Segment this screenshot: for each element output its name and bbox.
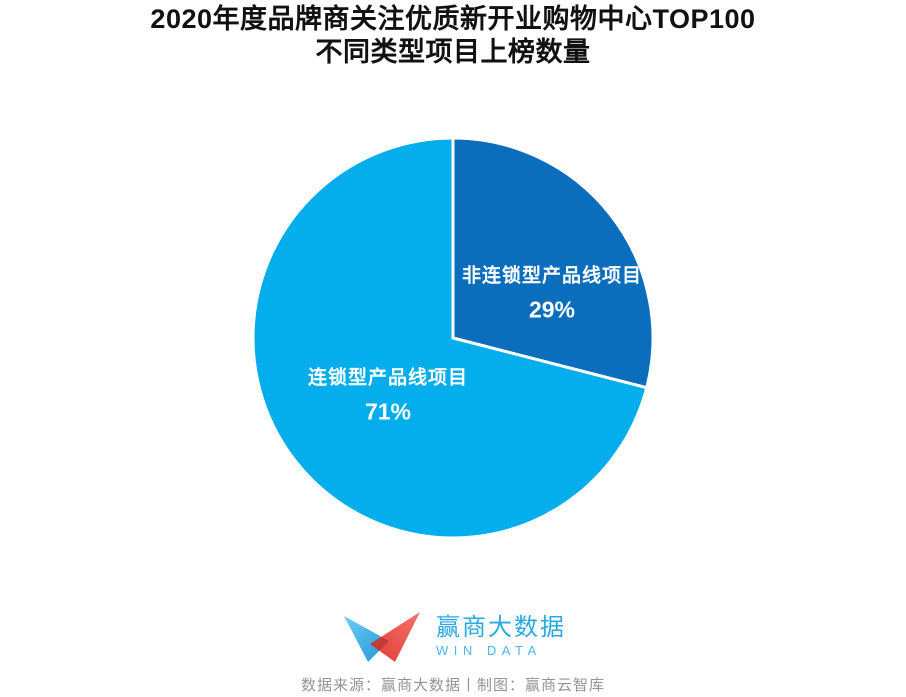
brand-name-en: WIN DATA bbox=[436, 642, 542, 658]
pie-slice-2 bbox=[251, 136, 649, 540]
win-data-logo-icon bbox=[344, 612, 420, 662]
chart-title-line1: 2020年度品牌商关注优质新开业购物中心TOP100 bbox=[150, 4, 756, 34]
brand-logo: 赢商大数据 WIN DATA bbox=[0, 607, 906, 665]
logo-blue-wing bbox=[344, 616, 389, 662]
chart-title: 2020年度品牌商关注优质新开业购物中心TOP100 不同类型项目上榜数量 bbox=[0, 0, 906, 69]
chart-title-line2: 不同类型项目上榜数量 bbox=[315, 37, 591, 67]
logo-red-wing bbox=[370, 612, 420, 662]
brand-name-cn: 赢商大数据 bbox=[436, 613, 566, 641]
brand-logo-text: 赢商大数据 WIN DATA bbox=[436, 613, 566, 658]
logo-wing-overlap bbox=[370, 636, 389, 651]
data-source-note: 数据来源：赢商大数据丨制图：赢商云智库 bbox=[300, 677, 605, 694]
pie-slice-1 bbox=[451, 136, 655, 390]
